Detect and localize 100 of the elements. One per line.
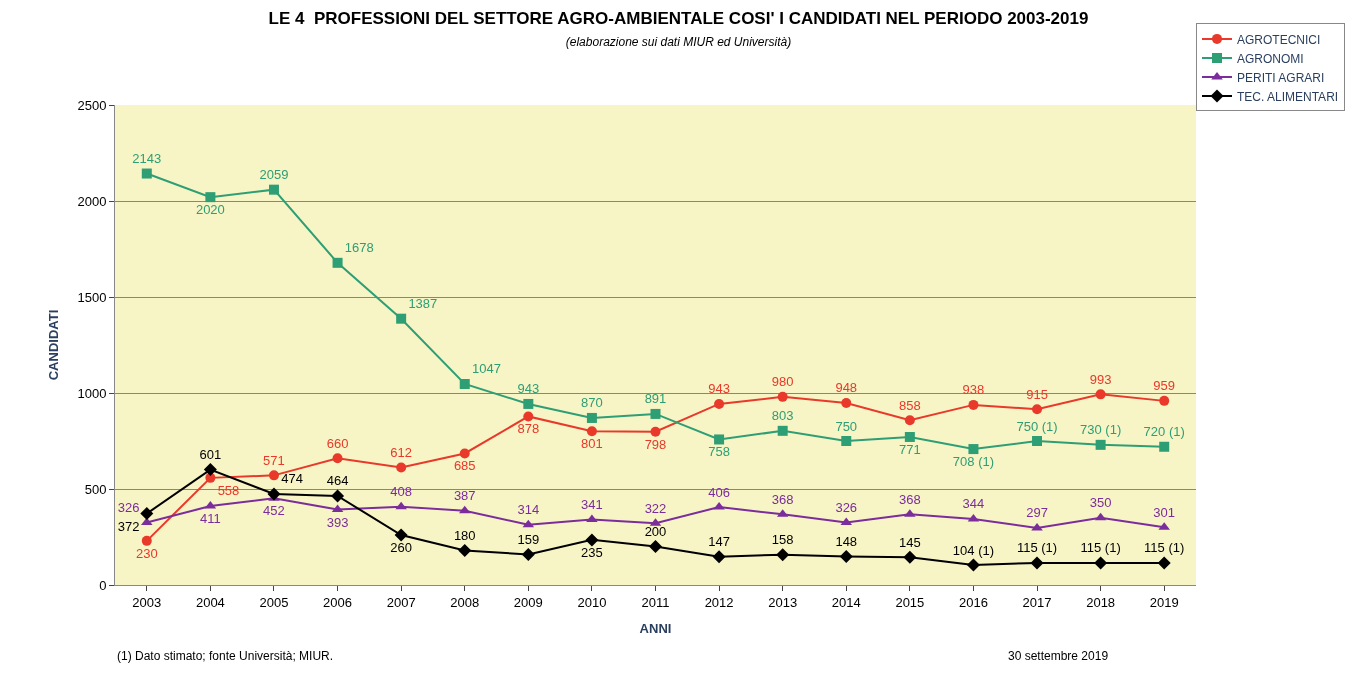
point: [458, 543, 472, 557]
point: [395, 501, 407, 510]
y-tick-label: 2000: [77, 193, 107, 209]
point: [140, 507, 154, 521]
point: [966, 558, 980, 572]
data-label: 758: [708, 444, 730, 460]
data-label: 314: [517, 502, 540, 518]
y-axis-title: CANDIDATI: [46, 309, 62, 381]
legend-label: AGROTECNICI: [1237, 32, 1321, 47]
data-label: 685: [453, 458, 476, 474]
x-tick-label: 2019: [1149, 594, 1179, 610]
point: [841, 397, 852, 408]
data-label: 878: [517, 421, 540, 437]
data-label: 235: [581, 544, 603, 560]
point: [841, 436, 852, 446]
data-label: 750 (1): [1016, 418, 1058, 434]
point: [394, 528, 408, 542]
data-label: 730 (1): [1080, 422, 1122, 438]
data-label: 943: [708, 381, 730, 397]
point: [268, 470, 279, 481]
data-label: 980: [771, 374, 794, 390]
data-label: 297: [1026, 505, 1048, 521]
data-label: 322: [644, 500, 667, 516]
data-label: 408: [390, 484, 412, 500]
x-tick-label: 2013: [768, 594, 798, 610]
point: [904, 415, 915, 426]
y-tick-label: 2500: [77, 97, 107, 113]
point: [839, 550, 853, 564]
data-label: 387: [453, 488, 476, 504]
x-tick-label: 2014: [831, 594, 861, 610]
point: [903, 550, 917, 564]
point: [1032, 404, 1043, 415]
x-tick-label: 2017: [1022, 594, 1052, 610]
point: [968, 444, 979, 455]
data-label: 200: [644, 524, 667, 540]
point: [1095, 389, 1106, 400]
data-label: 180: [453, 527, 476, 543]
x-tick-label: 2003: [132, 594, 162, 610]
point: [203, 463, 217, 477]
x-tick-label: 2012: [704, 594, 734, 610]
text: 30 settembre 2019: [1008, 649, 1109, 663]
data-label: 115 (1): [1080, 540, 1121, 556]
data-label: 464: [326, 473, 349, 489]
data-label: 771: [899, 441, 921, 457]
point: [777, 391, 788, 402]
point: [1030, 556, 1044, 570]
data-label: 115 (1): [1144, 540, 1185, 556]
data-label: 147: [708, 534, 730, 550]
y-tick-label: 0: [99, 577, 107, 593]
point: [1095, 439, 1106, 450]
chart-subtitle: (elaborazione sui dati MIUR ed Università): [565, 35, 792, 50]
data-label: 750: [835, 418, 858, 434]
data-label: 708 (1): [952, 454, 995, 470]
x-tick-label: 2009: [513, 594, 543, 610]
point: [968, 399, 979, 410]
data-label: 406: [708, 484, 730, 500]
data-label: 959: [1153, 378, 1176, 394]
point: [585, 533, 599, 547]
point: [650, 426, 661, 437]
point: [586, 412, 597, 423]
data-label: 993: [1089, 371, 1112, 387]
data-label: 326: [835, 499, 858, 515]
data-label: 1387: [408, 296, 438, 312]
data-label: 368: [899, 491, 921, 507]
legend-label: PERITI AGRARI: [1237, 70, 1325, 85]
point: [586, 514, 598, 523]
chart-title: LE 4 PROFESSIONI DEL SETTORE AGRO-AMBIENTALE COSI' I CANDIDATI NEL PERIODO 2003-2019: [268, 9, 1089, 29]
data-label: 158: [771, 532, 794, 548]
point: [1159, 441, 1170, 452]
point: [332, 453, 343, 464]
point: [586, 426, 597, 437]
data-label: 474: [281, 471, 303, 487]
point: [396, 462, 407, 473]
x-tick-label: 2015: [895, 594, 925, 610]
legend-label: TEC. ALIMENTARI: [1237, 89, 1339, 104]
y-tick-label: 500: [84, 481, 107, 497]
data-label: 145: [899, 534, 921, 550]
point: [396, 313, 407, 324]
data-label: 344: [962, 496, 985, 512]
data-label: 571: [263, 452, 285, 468]
data-label: 2020: [195, 202, 225, 218]
x-tick-label: 2008: [450, 594, 480, 610]
legend-label: AGRONOMI: [1237, 51, 1304, 66]
data-label: 230: [135, 545, 158, 561]
data-label: 104 (1): [952, 542, 995, 558]
data-label: 148: [835, 534, 858, 550]
data-label: 372: [117, 518, 140, 534]
data-label: 350: [1089, 495, 1112, 511]
point: [777, 425, 788, 436]
data-label: 1678: [344, 240, 374, 256]
data-label: 452: [263, 503, 285, 519]
data-label: 393: [326, 514, 349, 530]
point: [1032, 436, 1043, 446]
point: [459, 378, 470, 389]
data-label: 411: [200, 511, 221, 527]
point: [521, 547, 535, 561]
point: [712, 550, 726, 564]
point: [523, 398, 534, 409]
data-label: 891: [644, 391, 667, 407]
point: [459, 448, 470, 459]
